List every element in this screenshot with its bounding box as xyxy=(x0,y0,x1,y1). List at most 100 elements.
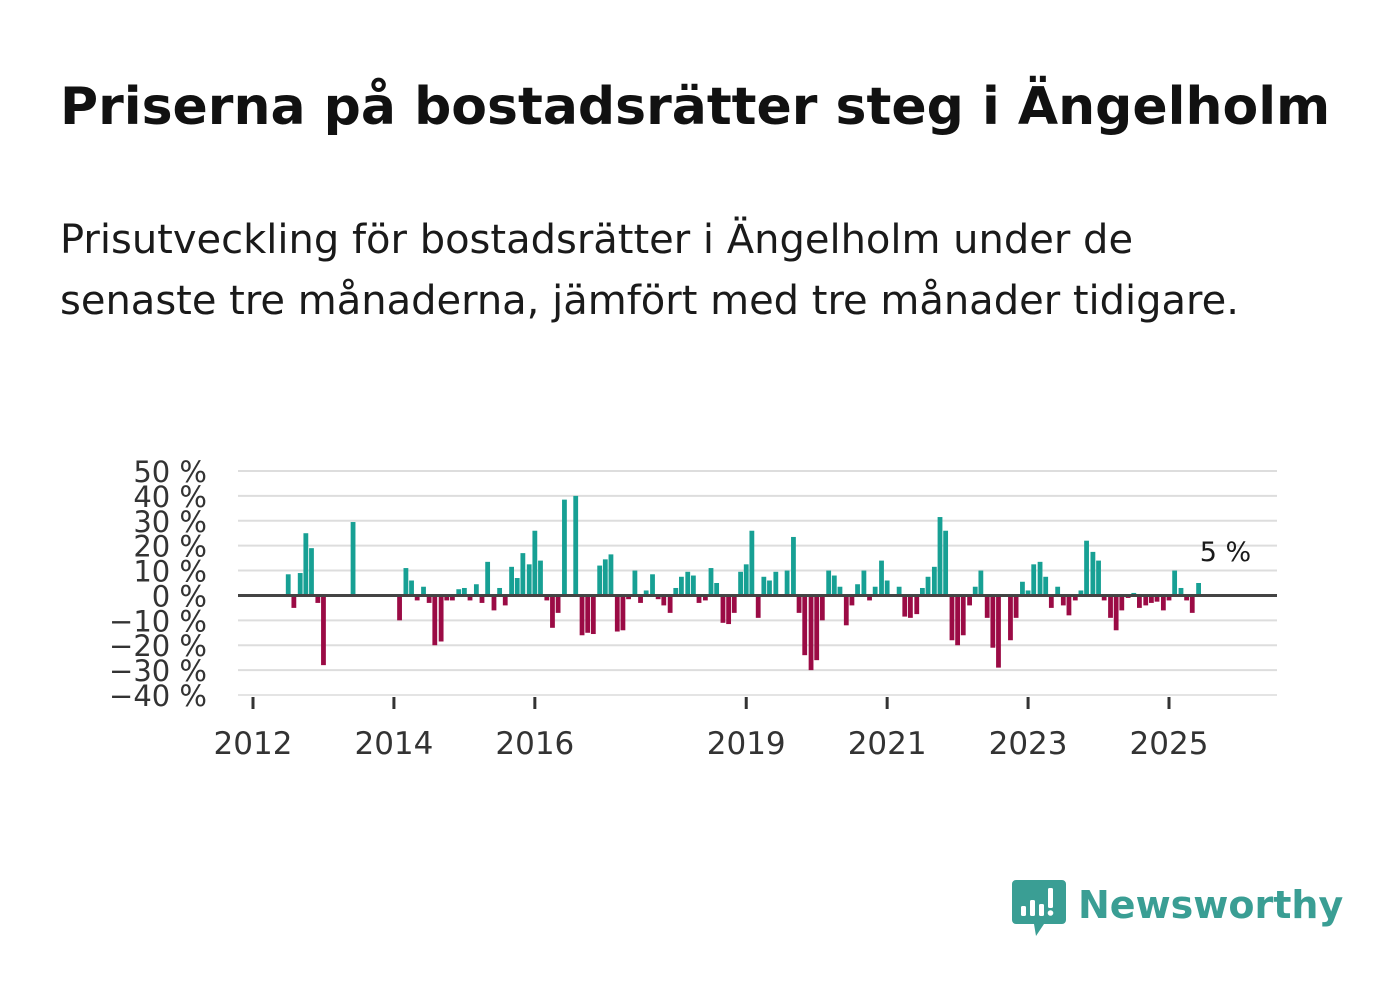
bar xyxy=(996,595,1001,668)
bar xyxy=(1119,595,1125,611)
y-tick-label: 40 % xyxy=(133,480,207,514)
bar xyxy=(773,571,779,596)
bar xyxy=(1108,595,1113,618)
y-tick-label: −20 % xyxy=(109,629,207,663)
bar xyxy=(902,595,908,617)
bar xyxy=(802,595,808,656)
newsworthy-logo-icon xyxy=(1012,880,1066,936)
bar xyxy=(896,586,902,596)
bar xyxy=(837,586,843,596)
x-tick-label: 2025 xyxy=(1130,726,1209,762)
bar xyxy=(937,517,943,596)
last-value-annotation: 5 % xyxy=(1200,537,1251,568)
bar xyxy=(1154,595,1160,602)
bar xyxy=(919,587,925,596)
bar xyxy=(1143,595,1149,606)
bar xyxy=(796,595,802,613)
bar xyxy=(426,595,432,603)
bar xyxy=(502,595,508,606)
bar xyxy=(984,595,990,618)
bar xyxy=(1189,595,1195,613)
bar xyxy=(315,595,321,603)
bar xyxy=(626,595,631,600)
x-tick-label: 2023 xyxy=(989,726,1068,762)
bar xyxy=(679,576,684,596)
bar xyxy=(685,571,691,596)
bar xyxy=(643,590,649,596)
bar xyxy=(403,568,409,596)
x-tick-label: 2021 xyxy=(848,726,927,762)
bar xyxy=(855,584,860,596)
bar xyxy=(1148,595,1154,603)
bar xyxy=(696,595,702,603)
bar xyxy=(819,595,825,621)
bar xyxy=(1184,595,1190,601)
bar xyxy=(614,595,620,632)
bar xyxy=(538,560,543,596)
bar xyxy=(1013,595,1019,618)
bar xyxy=(1020,581,1025,596)
bar xyxy=(1196,583,1201,596)
bar xyxy=(409,580,414,596)
bar xyxy=(967,595,972,606)
y-tick-label: 50 % xyxy=(133,455,207,489)
bar xyxy=(720,595,726,623)
y-tick-label: 30 % xyxy=(133,505,207,539)
bar xyxy=(597,565,603,596)
bar xyxy=(1043,576,1049,596)
bar xyxy=(784,570,790,596)
bar xyxy=(931,566,937,596)
bar xyxy=(555,595,561,613)
bar xyxy=(1113,595,1119,631)
y-axis-ticks: −40 %−30 %−20 %−10 %0 %10 %20 %30 %40 %5… xyxy=(109,455,207,713)
bar xyxy=(514,578,520,596)
bar xyxy=(791,536,796,596)
bar xyxy=(831,575,837,596)
bar xyxy=(914,595,920,615)
bar xyxy=(843,595,849,626)
bar-series xyxy=(285,495,1201,671)
bar xyxy=(814,595,820,661)
bar xyxy=(291,595,297,608)
bar xyxy=(602,559,608,596)
bar xyxy=(884,580,890,596)
bar xyxy=(397,595,402,621)
bar xyxy=(1160,595,1166,611)
bar xyxy=(285,574,291,596)
bar xyxy=(1096,560,1101,596)
bar xyxy=(1008,595,1013,641)
bar xyxy=(1090,551,1096,596)
bar xyxy=(1060,595,1066,606)
bar xyxy=(532,530,538,596)
bar xyxy=(491,595,497,611)
bar xyxy=(743,564,749,596)
bar xyxy=(1137,595,1142,608)
bar xyxy=(526,564,532,596)
bar xyxy=(990,595,996,648)
bar xyxy=(1066,595,1072,616)
bar xyxy=(544,595,550,601)
bar xyxy=(960,595,966,636)
bar xyxy=(972,586,978,596)
bar xyxy=(421,586,426,596)
bar xyxy=(297,573,303,596)
y-tick-label: 10 % xyxy=(133,555,207,589)
bar xyxy=(667,595,673,613)
bar xyxy=(1084,540,1089,596)
bar xyxy=(450,595,455,601)
bar xyxy=(661,595,667,606)
bar xyxy=(714,583,720,596)
bar xyxy=(585,595,591,633)
bar xyxy=(978,570,984,596)
y-tick-label: 20 % xyxy=(133,530,207,564)
bar xyxy=(1072,595,1078,601)
bar xyxy=(872,586,878,596)
bar xyxy=(461,587,467,596)
bar xyxy=(321,595,326,666)
bar xyxy=(673,587,679,596)
bar xyxy=(303,533,309,596)
bar xyxy=(908,595,913,618)
chart-subtitle: Prisutveckling för bostadsrätter i Ängel… xyxy=(60,217,1239,324)
bar xyxy=(350,522,356,596)
